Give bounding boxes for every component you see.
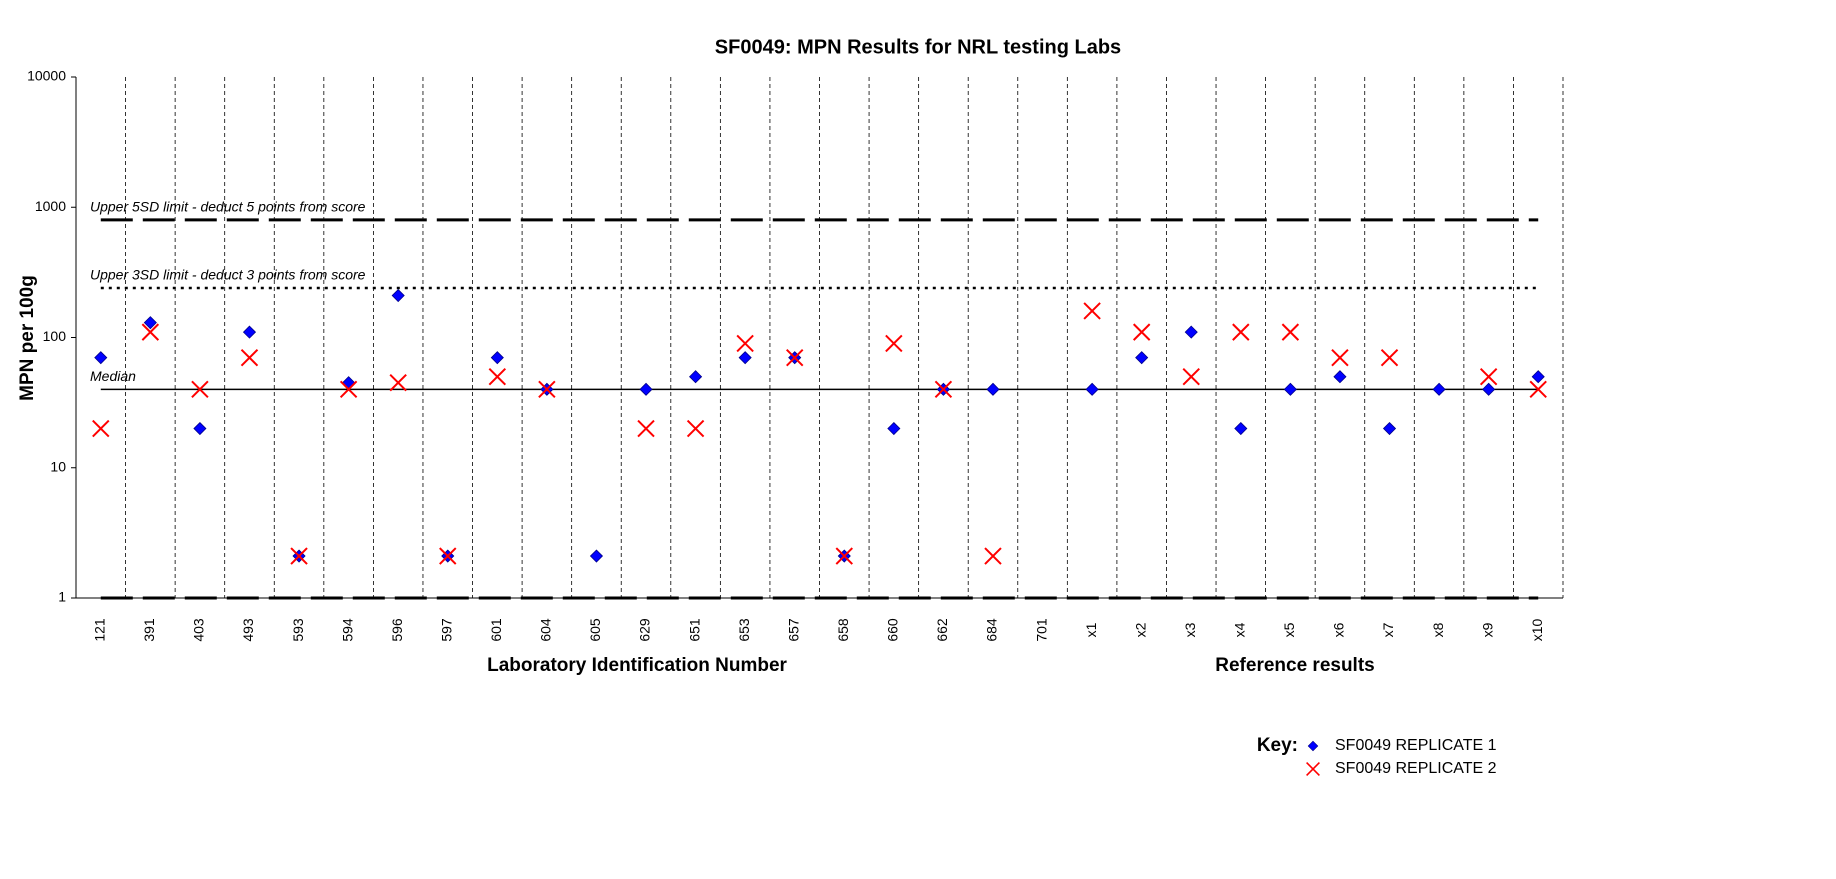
diamond-marker bbox=[689, 370, 703, 384]
diamond-marker bbox=[887, 421, 901, 436]
diamond-marker bbox=[1234, 421, 1248, 436]
diamond-marker bbox=[1283, 382, 1297, 396]
diamond-marker bbox=[1333, 370, 1347, 384]
diamond-marker bbox=[342, 376, 356, 390]
diamond-marker bbox=[589, 549, 604, 563]
y-tick-label: 10000 bbox=[27, 68, 66, 84]
x-marker bbox=[1132, 323, 1151, 341]
x-marker bbox=[885, 334, 903, 353]
x-axis-label: Laboratory Identification Number bbox=[487, 655, 787, 676]
y-tick-label: 100 bbox=[43, 328, 67, 344]
legend-title: Key: bbox=[1257, 735, 1298, 756]
diamond-marker bbox=[986, 382, 1000, 396]
x-tick-label: 403 bbox=[191, 618, 207, 642]
diamond-marker bbox=[639, 382, 653, 396]
x-marker bbox=[835, 547, 853, 565]
diamond-marker bbox=[1531, 370, 1545, 384]
x-tick-label: 662 bbox=[934, 618, 950, 642]
x-marker bbox=[1281, 323, 1300, 341]
diamond-marker bbox=[1482, 382, 1496, 396]
y-tick-label: 10 bbox=[50, 458, 66, 474]
diamond-marker bbox=[242, 325, 257, 339]
x-tick-label: x9 bbox=[1479, 622, 1495, 637]
x-marker bbox=[141, 323, 160, 341]
x-marker bbox=[934, 380, 953, 399]
y-axis-label: MPN per 100g bbox=[17, 275, 38, 401]
x-tick-label: 596 bbox=[389, 618, 405, 642]
x-tick-label: 629 bbox=[637, 618, 653, 642]
x-tick-label: 594 bbox=[339, 618, 355, 642]
diamond-marker bbox=[490, 351, 504, 365]
x-marker bbox=[637, 419, 655, 438]
x-axis-label: Reference results bbox=[1215, 655, 1374, 676]
chart-title: SF0049: MPN Results for NRL testing Labs bbox=[715, 36, 1121, 58]
x-tick-label: 601 bbox=[488, 618, 504, 642]
x-marker bbox=[1479, 368, 1498, 386]
x-marker bbox=[538, 380, 556, 399]
diamond-marker bbox=[94, 351, 108, 365]
x-tick-label: 593 bbox=[290, 618, 306, 642]
diamond-marker bbox=[391, 288, 405, 303]
diamond-marker bbox=[1135, 351, 1149, 365]
x-marker bbox=[439, 547, 457, 565]
legend-marker bbox=[1307, 740, 1319, 752]
x-tick-label: x2 bbox=[1132, 622, 1148, 637]
x-tick-label: 653 bbox=[736, 618, 752, 642]
x-tick-label: 121 bbox=[91, 618, 107, 642]
diamond-marker bbox=[193, 421, 207, 436]
x-tick-label: x5 bbox=[1281, 622, 1297, 637]
x-tick-label: 605 bbox=[587, 618, 603, 642]
y-tick-label: 1000 bbox=[35, 198, 66, 214]
x-marker bbox=[389, 373, 407, 392]
diamond-marker bbox=[1085, 382, 1099, 396]
x-tick-label: 493 bbox=[240, 618, 256, 642]
x-marker bbox=[736, 334, 754, 353]
x-marker bbox=[1232, 323, 1250, 341]
x-marker bbox=[1083, 302, 1101, 320]
diamond-marker bbox=[1382, 421, 1397, 436]
x-marker bbox=[339, 380, 358, 399]
diamond-marker bbox=[1184, 325, 1198, 339]
x-marker bbox=[240, 348, 259, 367]
x-tick-label: 604 bbox=[538, 618, 554, 642]
x-tick-label: 701 bbox=[1033, 618, 1049, 642]
x-marker bbox=[1182, 368, 1200, 386]
x-marker bbox=[1331, 348, 1349, 367]
x-marker bbox=[488, 368, 507, 386]
x-tick-label: x1 bbox=[1083, 622, 1099, 637]
x-marker bbox=[92, 419, 110, 438]
x-tick-label: x4 bbox=[1232, 622, 1248, 637]
x-tick-label: 660 bbox=[885, 618, 901, 642]
x-tick-label: x6 bbox=[1331, 622, 1347, 637]
x-tick-label: 684 bbox=[984, 618, 1000, 642]
reference-label: Median bbox=[90, 368, 136, 384]
x-tick-label: x10 bbox=[1529, 619, 1545, 642]
x-tick-label: x3 bbox=[1182, 622, 1198, 637]
x-marker bbox=[290, 547, 308, 565]
x-tick-label: 651 bbox=[686, 618, 702, 642]
y-tick-label: 1 bbox=[58, 589, 66, 605]
legend-label: SF0049 REPLICATE 2 bbox=[1335, 760, 1497, 777]
x-marker bbox=[1380, 348, 1399, 367]
legend-marker bbox=[1306, 762, 1320, 776]
diamond-marker bbox=[738, 351, 752, 365]
reference-label: Upper 3SD limit - deduct 3 points from s… bbox=[90, 267, 366, 283]
x-tick-label: 597 bbox=[438, 618, 454, 642]
x-marker bbox=[786, 348, 804, 367]
diamond-marker bbox=[143, 316, 157, 330]
x-marker bbox=[191, 380, 209, 399]
legend-label: SF0049 REPLICATE 1 bbox=[1335, 737, 1497, 754]
x-tick-label: x7 bbox=[1380, 622, 1396, 637]
x-marker bbox=[1529, 380, 1547, 399]
x-marker bbox=[686, 419, 705, 438]
x-tick-label: 391 bbox=[141, 618, 157, 642]
x-tick-label: 658 bbox=[835, 618, 851, 642]
x-marker bbox=[984, 547, 1002, 565]
diamond-marker bbox=[1432, 382, 1446, 396]
x-tick-label: 657 bbox=[785, 618, 801, 642]
reference-label: Upper 5SD limit - deduct 5 points from s… bbox=[90, 199, 366, 215]
x-tick-label: x8 bbox=[1430, 622, 1446, 637]
